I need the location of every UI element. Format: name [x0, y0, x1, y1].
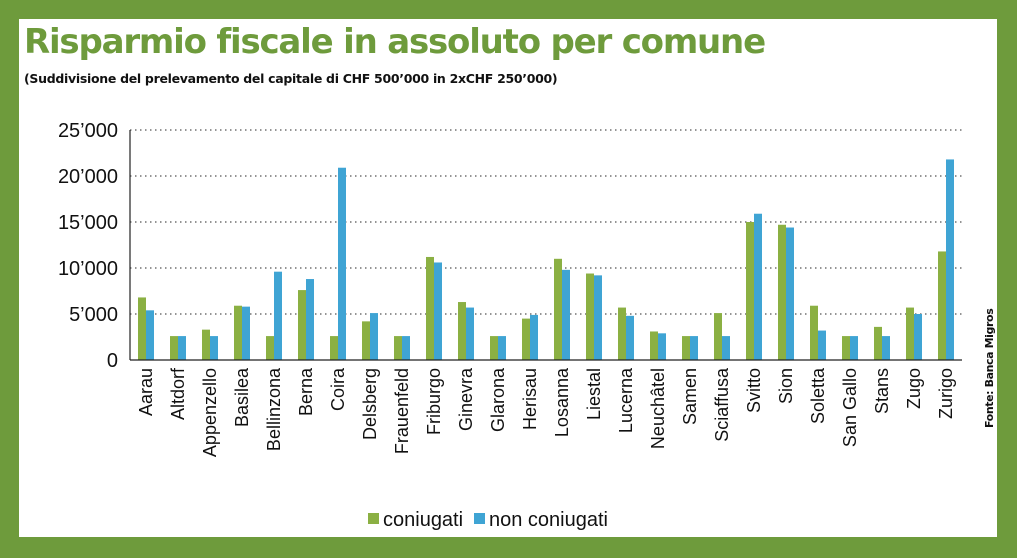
bar-coniugati [842, 336, 850, 360]
bar-coniugati [426, 256, 434, 360]
bar-coniugati [170, 336, 178, 360]
x-tick-label: San Gallo [840, 368, 860, 447]
bar-coniugati [362, 321, 370, 360]
chart-bars [138, 159, 954, 360]
y-axis: 0 5’000 10’000 15’000 20’000 25’000 [58, 120, 131, 372]
x-tick-label: Liestal [584, 368, 604, 420]
bar-non-coniugati [690, 336, 698, 360]
y-tick-label: 10’000 [58, 258, 118, 280]
source-note: Fonte: Banca Migros [983, 308, 996, 428]
x-tick-label: Svitto [744, 368, 764, 413]
x-tick-label: Berna [296, 367, 316, 416]
bar-coniugati [394, 336, 402, 360]
x-tick-label: Neuchâtel [648, 368, 668, 449]
bar-coniugati [522, 318, 530, 360]
x-tick-label: Sion [776, 368, 796, 404]
x-tick-label: Herisau [520, 368, 540, 430]
bar-non-coniugati [626, 315, 634, 360]
chart-title: Risparmio fiscale in assoluto per comune [24, 22, 766, 62]
legend-swatch-coniugati [368, 513, 379, 524]
bar-coniugati [330, 336, 338, 360]
bar-coniugati [586, 273, 594, 360]
x-tick-label: Bellinzona [264, 367, 284, 451]
bar-coniugati [202, 329, 210, 360]
x-tick-label: Soletta [808, 367, 828, 424]
bar-coniugati [490, 336, 498, 360]
bar-non-coniugati [210, 336, 218, 360]
x-tick-label: Sciaffusa [712, 367, 732, 442]
bar-non-coniugati [402, 336, 410, 360]
bar-coniugati [682, 336, 690, 360]
x-tick-label: Frauenfeld [392, 368, 412, 454]
bar-non-coniugati [306, 279, 314, 360]
bar-non-coniugati [562, 269, 570, 360]
x-tick-label: Stans [872, 368, 892, 414]
x-tick-label: Aarau [136, 368, 156, 416]
bar-coniugati [458, 302, 466, 360]
bar-coniugati [618, 307, 626, 360]
y-tick-label: 20’000 [58, 166, 118, 188]
bar-coniugati [778, 224, 786, 360]
x-axis: Aarau Altdorf Appenzello Basilea Bellinzona B… [130, 359, 962, 457]
bar-coniugati [714, 313, 722, 360]
x-tick-label: Friburgo [424, 368, 444, 435]
bar-non-coniugati [370, 313, 378, 360]
x-tick-label: Glarona [488, 367, 508, 432]
x-tick-label: Losanna [552, 367, 572, 437]
bar-coniugati [906, 307, 914, 360]
y-tick-label: 0 [107, 350, 118, 372]
x-tick-label: Altdorf [168, 367, 188, 420]
bar-non-coniugati [274, 271, 282, 360]
bar-non-coniugati [882, 336, 890, 360]
x-tick-label: Delsberg [360, 368, 380, 440]
bar-non-coniugati [594, 275, 602, 360]
x-tick-label: Basilea [232, 367, 252, 427]
bar-non-coniugati [914, 314, 922, 360]
bar-non-coniugati [850, 336, 858, 360]
chart-panel [19, 19, 997, 537]
legend-label-coniugati: coniugati [383, 509, 463, 531]
bar-coniugati [298, 290, 306, 360]
x-tick-label: Lucerna [616, 367, 636, 433]
x-tick-label: Zugo [904, 368, 924, 409]
bar-coniugati [266, 336, 274, 360]
chart-subtitle: (Suddivisione del prelevamento del capit… [24, 71, 558, 86]
bar-coniugati [554, 258, 562, 360]
bar-coniugati [650, 331, 658, 360]
x-tick-label: Appenzello [200, 368, 220, 457]
bar-non-coniugati [754, 213, 762, 360]
bar-non-coniugati [722, 336, 730, 360]
x-tick-label: Ginevra [456, 367, 476, 431]
bar-coniugati [810, 305, 818, 360]
y-tick-label: 15’000 [58, 212, 118, 234]
chart-legend: coniugati non coniugati [368, 509, 608, 531]
bar-non-coniugati [434, 262, 442, 360]
bar-non-coniugati [658, 333, 666, 360]
legend-swatch-non-coniugati [474, 513, 485, 524]
bar-coniugati [746, 222, 754, 360]
chart-grid [130, 129, 962, 315]
y-tick-label: 5’000 [69, 304, 118, 326]
x-tick-label: Samen [680, 368, 700, 425]
bar-non-coniugati [146, 310, 154, 360]
bar-coniugati [138, 297, 146, 360]
bar-non-coniugati [178, 336, 186, 360]
bar-non-coniugati [786, 227, 794, 360]
bar-non-coniugati [338, 167, 346, 360]
bar-non-coniugati [530, 314, 538, 360]
bar-non-coniugati [498, 336, 506, 360]
bar-non-coniugati [466, 307, 474, 360]
x-tick-label: Coira [328, 367, 348, 411]
bar-coniugati [234, 305, 242, 360]
bar-coniugati [874, 326, 882, 360]
legend-label-non-coniugati: non coniugati [489, 509, 608, 531]
y-tick-label: 25’000 [58, 120, 118, 142]
bar-non-coniugati [818, 330, 826, 360]
bar-coniugati [938, 251, 946, 360]
x-tick-label: Zurigo [936, 368, 956, 419]
bar-non-coniugati [946, 159, 954, 360]
bar-non-coniugati [242, 306, 250, 360]
